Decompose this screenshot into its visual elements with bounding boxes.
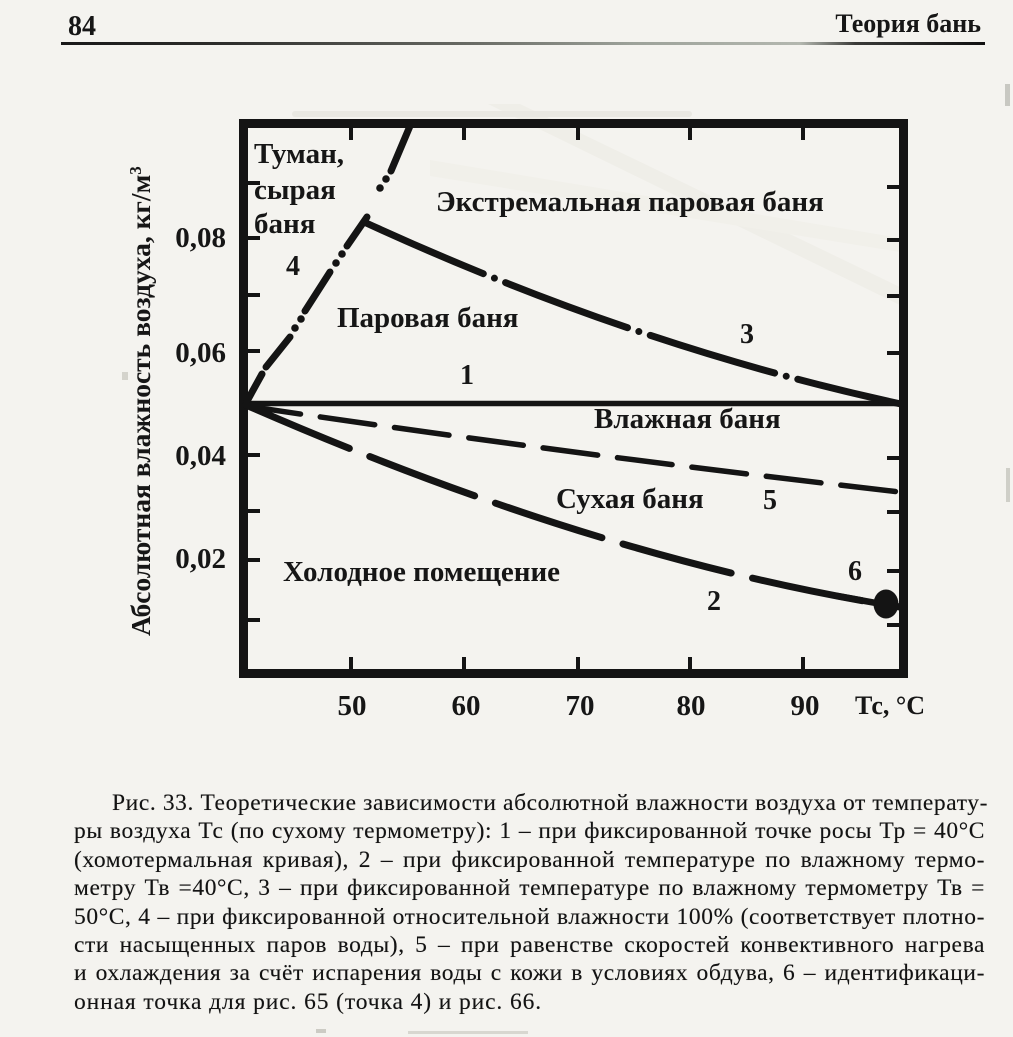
svg-text:90: 90 bbox=[791, 690, 820, 722]
svg-text:6: 6 bbox=[848, 556, 862, 587]
svg-text:50: 50 bbox=[338, 690, 367, 722]
svg-text:0,04: 0,04 bbox=[175, 440, 226, 472]
svg-text:Сухая баня: Сухая баня bbox=[556, 483, 704, 515]
svg-text:5: 5 bbox=[763, 485, 777, 516]
svg-text:4: 4 bbox=[286, 251, 300, 282]
svg-text:0,08: 0,08 bbox=[175, 222, 226, 254]
svg-text:Экстремальная паровая баня: Экстремальная паровая баня bbox=[436, 186, 824, 218]
svg-text:баня: баня bbox=[254, 208, 315, 240]
svg-text:3: 3 bbox=[740, 319, 754, 350]
svg-text:80: 80 bbox=[677, 690, 706, 722]
svg-text:0,06: 0,06 bbox=[175, 337, 226, 369]
svg-text:Тс, °С: Тс, °С bbox=[855, 691, 925, 720]
svg-text:Холодное помещение: Холодное помещение bbox=[283, 556, 560, 588]
svg-text:0,02: 0,02 bbox=[175, 543, 226, 575]
svg-text:Влажная баня: Влажная баня bbox=[594, 403, 781, 435]
svg-text:Туман,: Туман, bbox=[254, 138, 344, 170]
svg-text:1: 1 bbox=[460, 360, 474, 391]
svg-text:70: 70 bbox=[566, 690, 595, 722]
svg-text:2: 2 bbox=[707, 586, 721, 617]
svg-text:60: 60 bbox=[452, 690, 481, 722]
svg-text:Абсолютная влажность воздуха,: Абсолютная влажность воздуха, кг/м3 bbox=[125, 166, 156, 636]
svg-text:сырая: сырая bbox=[254, 174, 336, 206]
svg-text:Паровая баня: Паровая баня bbox=[337, 302, 518, 334]
